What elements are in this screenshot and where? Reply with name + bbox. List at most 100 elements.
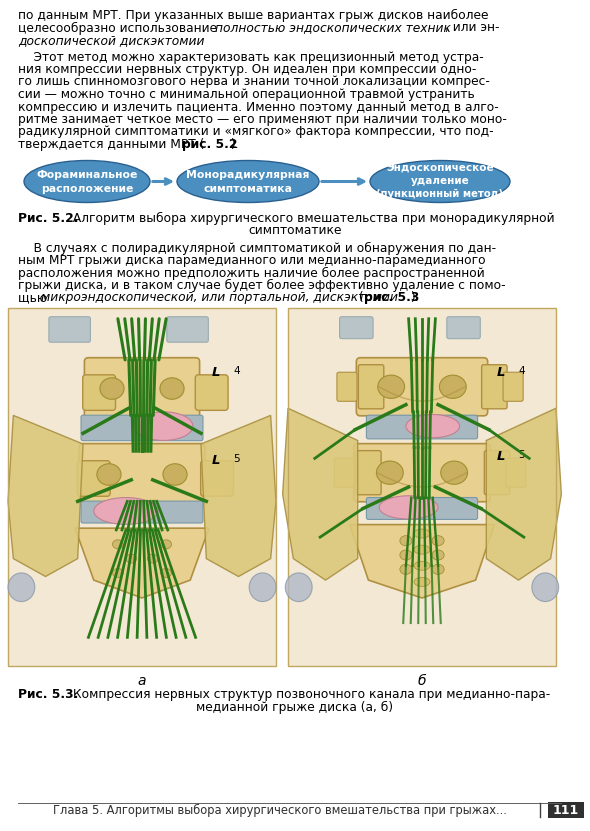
Ellipse shape [370, 160, 510, 203]
Text: грыжи диска, и в таком случае будет более эффективно удаление с помо-: грыжи диска, и в таком случае будет боле… [18, 279, 506, 292]
Ellipse shape [134, 412, 193, 440]
Ellipse shape [432, 550, 444, 560]
Ellipse shape [160, 378, 184, 399]
Ellipse shape [100, 378, 124, 399]
Text: Этот метод можно характеризовать как прецизионный метод устра-: Этот метод можно характеризовать как пре… [18, 51, 484, 63]
FancyBboxPatch shape [79, 444, 205, 505]
FancyBboxPatch shape [81, 416, 203, 440]
Ellipse shape [113, 568, 123, 578]
Ellipse shape [160, 568, 172, 578]
FancyBboxPatch shape [548, 802, 584, 818]
Ellipse shape [379, 496, 438, 519]
FancyBboxPatch shape [335, 458, 355, 487]
Ellipse shape [177, 160, 319, 203]
Polygon shape [75, 529, 209, 598]
Ellipse shape [97, 464, 121, 485]
Ellipse shape [400, 536, 412, 546]
Text: Монорадикулярная: Монорадикулярная [186, 170, 310, 179]
FancyBboxPatch shape [366, 498, 477, 519]
FancyBboxPatch shape [49, 317, 90, 342]
Text: удаление: удаление [411, 175, 470, 185]
Text: ния компрессии нервных структур. Он идеален при компрессии одно-: ния компрессии нервных структур. Он идеа… [18, 63, 476, 76]
Text: б: б [418, 674, 426, 688]
Text: L: L [497, 366, 506, 379]
Text: Эндоскопическое: Эндоскопическое [386, 163, 494, 173]
Ellipse shape [94, 498, 158, 524]
Text: тверждается данными МРТ (: тверждается данными МРТ ( [18, 138, 204, 151]
Text: L: L [212, 454, 220, 467]
Ellipse shape [432, 564, 444, 574]
Text: целесообразно использование: целесообразно использование [18, 22, 221, 35]
Polygon shape [201, 416, 276, 577]
Text: симптоматике: симптоматике [248, 224, 342, 237]
Text: (: ( [355, 292, 363, 304]
Text: Фораминальное: Фораминальное [37, 170, 137, 179]
Text: а: а [137, 674, 146, 688]
Ellipse shape [160, 540, 172, 548]
Ellipse shape [400, 564, 412, 574]
Polygon shape [288, 308, 556, 666]
Ellipse shape [8, 573, 35, 602]
Ellipse shape [163, 464, 187, 485]
Ellipse shape [532, 573, 559, 602]
Ellipse shape [400, 550, 412, 560]
FancyBboxPatch shape [81, 501, 203, 523]
Ellipse shape [440, 375, 466, 398]
Text: L: L [212, 366, 220, 379]
Ellipse shape [406, 415, 460, 438]
Polygon shape [350, 524, 494, 598]
Polygon shape [8, 308, 276, 666]
Text: 4: 4 [519, 366, 525, 376]
Text: Компрессия нервных структур позвоночного канала при медианно-пара-: Компрессия нервных структур позвоночного… [69, 688, 550, 701]
Text: 4: 4 [233, 366, 240, 376]
Ellipse shape [378, 375, 405, 398]
FancyBboxPatch shape [340, 317, 373, 339]
Text: ).: ). [230, 138, 238, 151]
Ellipse shape [414, 561, 430, 570]
Text: го лишь спинномозгового нерва и знании точной локализации компрес-: го лишь спинномозгового нерва и знании т… [18, 76, 490, 88]
Polygon shape [8, 416, 83, 577]
Ellipse shape [376, 461, 403, 484]
Text: ).: ). [410, 292, 419, 304]
Text: В случаях с полирадикулярной симптоматикой и обнаружения по дан-: В случаях с полирадикулярной симптоматик… [18, 242, 496, 254]
FancyBboxPatch shape [83, 375, 116, 411]
Text: ным МРТ грыжи диска парамедианного или медианно-парамедианного: ным МРТ грыжи диска парамедианного или м… [18, 254, 486, 267]
Text: компрессию и излечить пациента. Именно поэтому данный метод в алго-: компрессию и излечить пациента. Именно п… [18, 101, 499, 114]
Text: 5: 5 [519, 450, 525, 460]
Ellipse shape [249, 573, 276, 602]
FancyBboxPatch shape [481, 365, 507, 409]
Polygon shape [283, 408, 358, 580]
Text: рис. 5.3: рис. 5.3 [364, 292, 419, 304]
FancyBboxPatch shape [447, 317, 480, 339]
Text: щью: щью [18, 292, 51, 304]
FancyBboxPatch shape [77, 460, 110, 496]
Text: доскопической дискэктомии: доскопической дискэктомии [18, 34, 205, 47]
Text: 111: 111 [553, 804, 579, 817]
Text: расположение: расположение [41, 184, 133, 194]
Text: L: L [497, 450, 506, 463]
Text: сии — можно точно с минимальной операционной травмой устранить: сии — можно точно с минимальной операцио… [18, 88, 475, 101]
Text: 5: 5 [233, 454, 240, 464]
FancyBboxPatch shape [356, 357, 488, 416]
Text: по данным МРТ. При указанных выше вариантах грыж дисков наиболее: по данным МРТ. При указанных выше вариан… [18, 9, 489, 22]
Ellipse shape [126, 554, 137, 563]
Ellipse shape [414, 545, 430, 554]
Text: (пункционный метод): (пункционный метод) [376, 189, 503, 199]
Ellipse shape [113, 540, 123, 548]
Text: , или эн-: , или эн- [445, 22, 500, 35]
Text: рис. 5.2: рис. 5.2 [182, 138, 238, 151]
Ellipse shape [24, 160, 150, 203]
Text: Рис. 5.2.: Рис. 5.2. [18, 212, 78, 224]
Ellipse shape [148, 554, 158, 563]
Text: Алгоритм выбора хирургического вмешательства при монорадикулярной: Алгоритм выбора хирургического вмешатель… [69, 212, 555, 224]
FancyBboxPatch shape [484, 450, 510, 494]
Text: радикулярной симптоматики и «мягкого» фактора компрессии, что под-: радикулярной симптоматики и «мягкого» фа… [18, 125, 494, 139]
Text: симптоматика: симптоматика [204, 184, 293, 194]
FancyBboxPatch shape [201, 460, 234, 496]
FancyBboxPatch shape [358, 365, 384, 409]
FancyBboxPatch shape [503, 372, 523, 401]
Text: расположения можно предположить наличие более распространенной: расположения можно предположить наличие … [18, 267, 485, 279]
Ellipse shape [286, 573, 312, 602]
Text: медианной грыже диска (а, б): медианной грыже диска (а, б) [196, 701, 394, 714]
Text: полностью эндоскопических техник: полностью эндоскопических техник [215, 22, 451, 35]
